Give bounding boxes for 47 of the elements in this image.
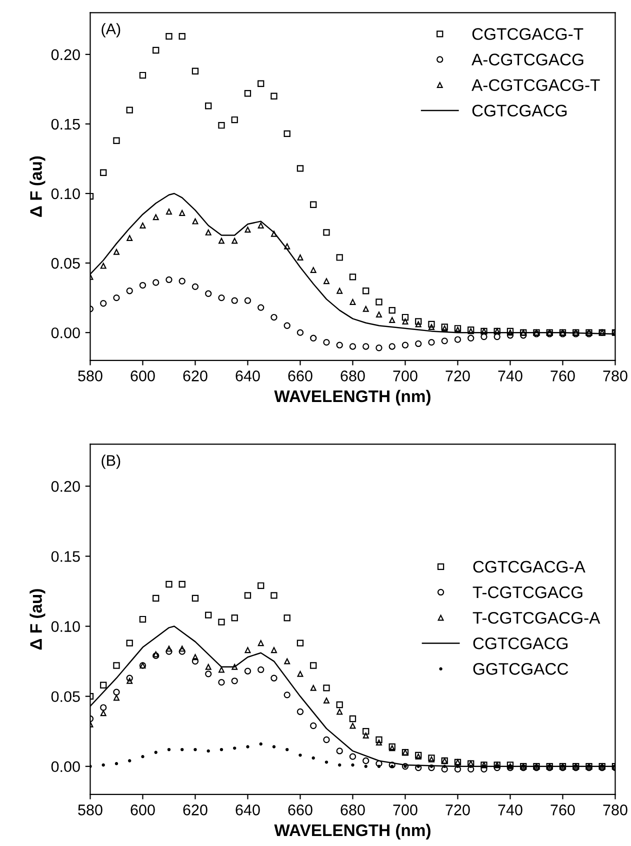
x-tick-label: 780: [603, 804, 628, 816]
y-tick-label: 0.00: [51, 761, 80, 772]
legend-label: CGTCGACG-A: [473, 560, 586, 573]
y-tick-label: 0.10: [51, 188, 80, 200]
x-tick-label: 720: [446, 804, 470, 816]
x-axis-title: WAVELENGTH (nm): [274, 824, 430, 840]
x-axis-title: WAVELENGTH (nm): [274, 390, 430, 406]
annotation: (B): [102, 454, 120, 469]
x-tick-label: 600: [130, 804, 155, 816]
y-tick-label: 0.15: [51, 118, 80, 130]
x-tick-label: 600: [130, 370, 155, 382]
legend-label: CGTCGACG-T: [472, 28, 584, 40]
x-tick-label: 580: [78, 370, 102, 382]
legend-label: A-CGTCGACG: [472, 54, 584, 66]
y-tick-label: 0.20: [51, 481, 80, 492]
legend-label: T-CGTCGACG: [472, 586, 582, 598]
x-tick-label: 760: [550, 370, 575, 382]
y-tick-label: 0.05: [51, 258, 80, 269]
x-tick-label: 640: [236, 804, 260, 816]
legend-label: GGTCGACC: [473, 663, 568, 675]
x-tick-label: 700: [393, 804, 418, 816]
y-tick-label: 0.00: [51, 327, 80, 338]
x-tick-label: 760: [550, 804, 575, 816]
legend-label: T-CGTCGACG-A: [472, 612, 600, 624]
y-tick-label: 0.05: [51, 691, 80, 702]
x-tick-label: 700: [393, 370, 418, 382]
x-tick-label: 780: [603, 370, 628, 382]
y-tick-label: 0.20: [51, 49, 80, 60]
legend-label: CGTCGACG: [472, 104, 567, 117]
legend-label: CGTCGACG: [473, 637, 568, 650]
x-tick-label: 680: [340, 804, 365, 816]
y-tick-label: 0.15: [51, 551, 80, 562]
x-tick-label: 720: [446, 370, 470, 382]
x-tick-label: 740: [498, 804, 522, 816]
x-tick-label: 660: [288, 370, 312, 382]
y-axis-title: Δ F (au): [30, 156, 46, 217]
legend-label: A-CGTCGACG-T: [472, 79, 600, 92]
x-tick-label: 580: [78, 804, 102, 816]
x-tick-label: 740: [498, 370, 522, 382]
y-tick-label: 0.10: [51, 621, 80, 632]
x-tick-label: 680: [340, 370, 365, 382]
annotation: (A): [102, 23, 120, 38]
x-tick-label: 620: [183, 804, 208, 816]
x-tick-label: 640: [236, 370, 260, 382]
y-axis-title: Δ F (au): [30, 589, 46, 650]
x-tick-label: 620: [183, 370, 208, 382]
x-tick-label: 660: [288, 804, 312, 816]
